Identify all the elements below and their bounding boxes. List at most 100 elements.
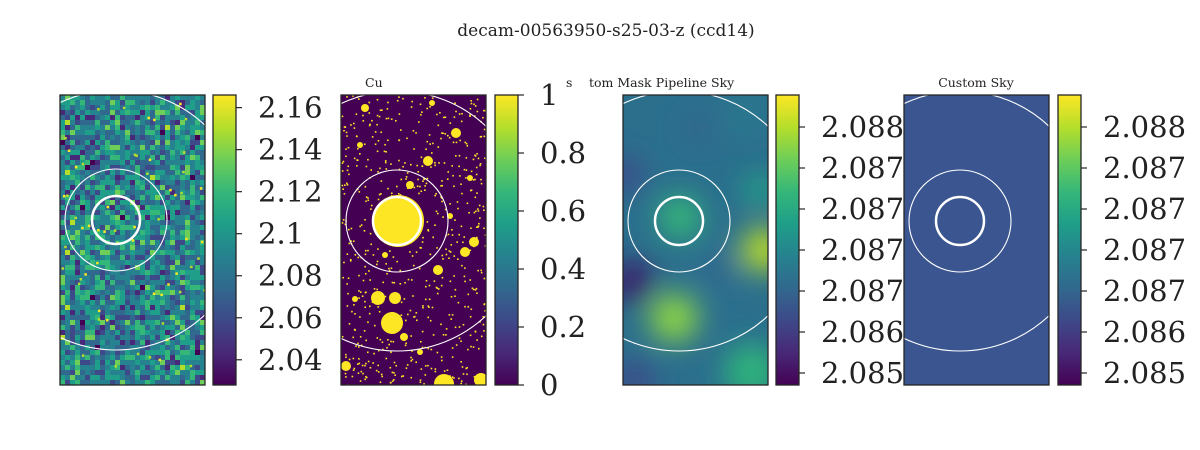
image-pixel	[110, 210, 115, 215]
image-pixel	[100, 280, 105, 285]
mask-pixel	[483, 128, 486, 131]
image-pixel	[145, 275, 150, 280]
image-pixel	[185, 120, 190, 125]
image-pixel	[80, 195, 85, 200]
mask-source	[406, 181, 414, 189]
image-pixel	[100, 355, 105, 360]
image-pixel	[100, 255, 105, 260]
image-pixel	[115, 115, 120, 120]
image-pixel	[130, 135, 135, 140]
image-pixel	[115, 305, 120, 310]
image-pixel	[150, 270, 155, 275]
image-pixel	[170, 250, 175, 255]
image-pixel	[105, 355, 110, 360]
image-pixel	[120, 95, 125, 100]
image-pixel	[85, 120, 90, 125]
image-pixel	[190, 295, 195, 300]
image-pixel	[155, 260, 160, 265]
mask-pixel	[420, 340, 422, 343]
colorbar-tick-label: 0.6	[540, 194, 586, 228]
mask-pixel	[362, 114, 364, 117]
image-pixel	[200, 245, 205, 250]
mask-pixel	[418, 121, 420, 123]
mask-pixel	[347, 277, 350, 280]
image-pixel	[125, 345, 130, 350]
image-pixel	[65, 160, 70, 165]
image-pixel	[135, 100, 140, 105]
panel-image-cutout: 2.042.062.082.12.122.142.16	[59, 91, 323, 386]
image-pixel	[190, 365, 195, 370]
image-pixel	[145, 140, 150, 145]
image-pixel	[75, 310, 80, 315]
image-pixel	[115, 190, 120, 195]
image-star	[64, 136, 67, 140]
image-pixel	[125, 170, 130, 175]
image-pixel	[155, 190, 160, 195]
image-pixel	[105, 145, 110, 150]
mask-source	[352, 296, 358, 302]
image-star	[183, 151, 186, 154]
image-pixel	[140, 330, 145, 335]
image-pixel	[195, 360, 200, 365]
image-pixel	[195, 160, 200, 165]
image-pixel	[80, 230, 85, 235]
image-pixel	[85, 225, 90, 230]
mask-pixel	[463, 236, 466, 238]
image-pixel	[200, 115, 205, 120]
image-pixel	[170, 270, 175, 275]
image-pixel	[90, 260, 95, 265]
image-pixel	[130, 125, 135, 130]
image-pixel	[145, 340, 150, 345]
image-pixel	[95, 115, 100, 120]
image-pixel	[125, 295, 130, 300]
image-pixel	[175, 335, 180, 340]
image-pixel	[60, 225, 65, 230]
mask-pixel	[460, 225, 463, 228]
image-pixel	[160, 310, 165, 315]
image-pixel	[195, 200, 200, 205]
image-pixel	[115, 120, 120, 125]
image-star	[74, 216, 77, 220]
image-pixel	[165, 365, 170, 370]
mask-pixel	[368, 101, 371, 104]
image-pixel	[100, 120, 105, 125]
mask-pixel	[467, 348, 469, 351]
image-pixel	[120, 285, 125, 290]
image-pixel	[140, 265, 145, 270]
image-pixel	[85, 355, 90, 360]
image-pixel	[85, 220, 90, 225]
image-pixel	[100, 310, 105, 315]
image-pixel	[105, 225, 110, 230]
image-pixel	[175, 285, 180, 290]
image-pixel	[155, 245, 160, 250]
image-pixel	[190, 200, 195, 205]
image-pixel	[185, 195, 190, 200]
mask-pixel	[455, 110, 457, 113]
image-pixel	[110, 145, 115, 150]
image-pixel	[85, 335, 90, 340]
image-pixel	[175, 380, 180, 385]
image-pixel	[190, 155, 195, 160]
image-pixel	[125, 265, 130, 270]
image-pixel	[115, 160, 120, 165]
image-pixel	[80, 115, 85, 120]
image-pixel	[135, 345, 140, 350]
colorbar-tick-label: 2.06	[258, 301, 323, 335]
image-pixel	[180, 140, 185, 145]
image-pixel	[195, 100, 200, 105]
image-pixel	[75, 130, 80, 135]
image-pixel	[160, 345, 165, 350]
colorbar	[494, 94, 519, 386]
image-pixel	[85, 130, 90, 135]
image-pixel	[85, 340, 90, 345]
image-pixel	[170, 285, 175, 290]
image-pixel	[165, 275, 170, 280]
mask-pixel	[434, 161, 436, 164]
mask-pixel	[467, 293, 470, 296]
image-pixel	[190, 100, 195, 105]
image-pixel	[120, 105, 125, 110]
mask-pixel	[346, 283, 348, 285]
image-pixel	[150, 325, 155, 330]
mask-pixel	[480, 182, 483, 185]
image-pixel	[125, 330, 130, 335]
